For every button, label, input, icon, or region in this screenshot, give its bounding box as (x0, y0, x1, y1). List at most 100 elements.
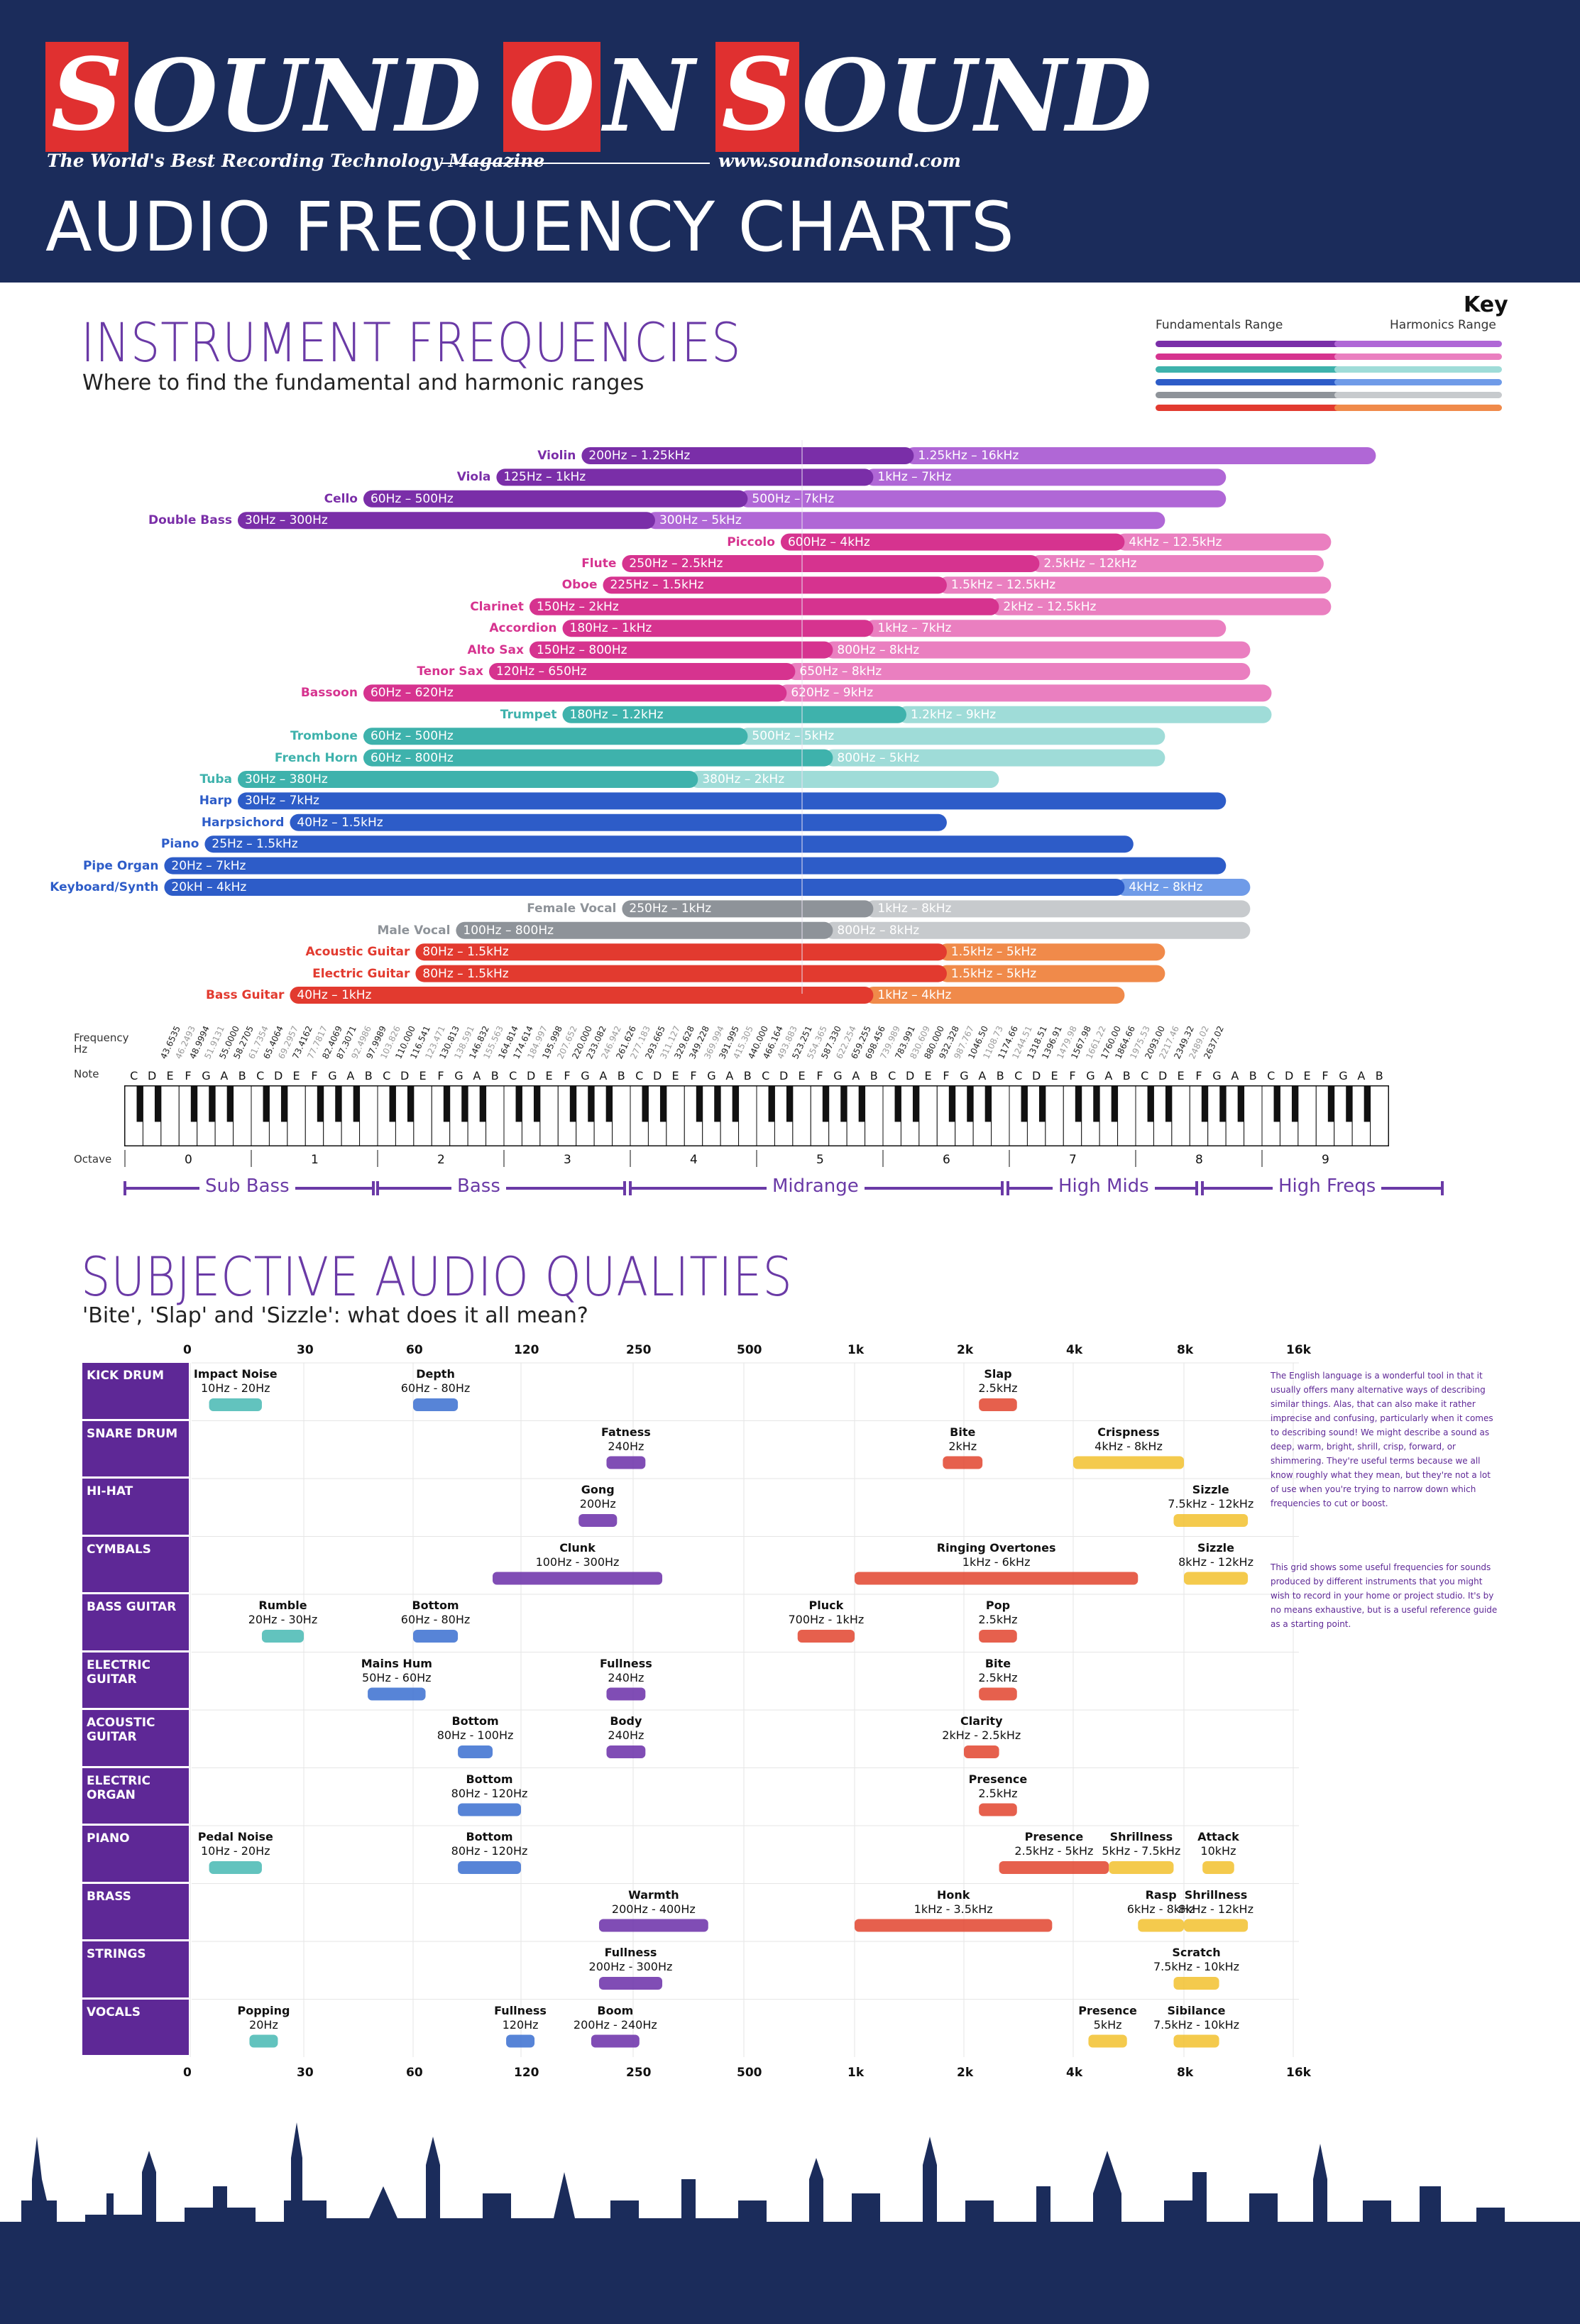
octave-axis-label: Octave (74, 1153, 112, 1166)
harmonics-range-text: 300Hz – 5kHz (659, 513, 742, 528)
quality-name: Bottom (466, 1772, 513, 1786)
fundamentals-range-text: 40Hz – 1.5kHz (297, 815, 383, 830)
quality-band-clarity (964, 1745, 999, 1758)
row-label-text: SNARE DRUM (87, 1426, 178, 1441)
logo-letter-o: O (503, 41, 601, 152)
note-label: C (1141, 1069, 1149, 1082)
note-label: F (943, 1069, 950, 1082)
range-label: Bass (451, 1175, 506, 1197)
row-label-text: ELECTRIC GUITAR (87, 1657, 151, 1687)
harmonics-bar-bassoon (778, 684, 1272, 702)
harmonics-range-text: 800Hz – 8kHz (837, 923, 920, 938)
fundamentals-bar-bassoon (363, 684, 787, 702)
row-label-text: CYMBALS (87, 1542, 151, 1557)
quality-band-sizzle (1184, 1572, 1249, 1585)
range-label: Midrange (767, 1175, 865, 1197)
quality-range: 8kHz - 12kHz (1178, 1902, 1253, 1916)
quality-name: Bottom (466, 1830, 513, 1843)
note-label: G (707, 1069, 716, 1082)
key-harm-bar-vocal (1334, 392, 1502, 398)
harmonics-bar-male-vocal (824, 921, 1251, 939)
bottom-axis-tick: 120 (514, 2066, 539, 2080)
note-label: D (526, 1069, 536, 1082)
harmonics-range-text: 1kHz – 4kHz (877, 988, 952, 1002)
quality-range: 10Hz - 20Hz (200, 1844, 270, 1858)
quality-range: 10Hz - 20Hz (200, 1381, 270, 1395)
quality-label: Body 240Hz (555, 1714, 697, 1743)
subjective-section-title: SUBJECTIVE AUDIO QUALITIES (81, 1245, 793, 1308)
harmonics-bar-accordion (865, 620, 1227, 637)
harmonics-bar-double-bass (646, 512, 1165, 530)
note-label: A (852, 1069, 860, 1082)
harmonics-bar-violin (905, 447, 1376, 464)
note-label: E (419, 1069, 427, 1082)
quality-label: Bottom 80Hz - 120Hz (419, 1772, 561, 1801)
bottom-axis-tick: 16k (1286, 2066, 1311, 2080)
quality-name: Scratch (1172, 1946, 1221, 1959)
harmonics-bar-cello (739, 490, 1227, 508)
top-axis-tick: 2k (957, 1343, 974, 1357)
fundamentals-bar-electric-guitar (415, 965, 947, 982)
quality-label: Mains Hum 50Hz - 60Hz (326, 1657, 468, 1685)
fundamentals-bar-piano (204, 835, 1134, 853)
harmonics-bar-clarinet (990, 598, 1332, 615)
white-key (738, 1085, 757, 1146)
quality-label: Bite 2.5kHz (927, 1657, 1069, 1685)
quality-name: Impact Noise (193, 1367, 278, 1381)
quality-range: 240Hz (608, 1728, 644, 1742)
quality-band-fullness (606, 1687, 646, 1701)
top-axis-tick: 8k (1177, 1343, 1194, 1357)
quality-name: Fullness (494, 2003, 547, 2017)
quality-band-scratch (1173, 1977, 1219, 1990)
octave-number: 4 (690, 1153, 698, 1167)
quality-range: 6kHz - 8kHz (1126, 1902, 1195, 1916)
quality-label: Shrillness 8kHz - 12kHz (1145, 1888, 1287, 1917)
website-link[interactable]: www.soundonsound.com (718, 150, 961, 171)
quality-band-boom (591, 2034, 640, 2048)
subjective-section-subtitle: 'Bite', 'Slap' and 'Sizzle': what does i… (82, 1303, 588, 1328)
octave-number: 6 (943, 1153, 950, 1167)
row-label-text: BRASS (87, 1889, 131, 1904)
quality-label: Bottom 80Hz - 100Hz (405, 1714, 547, 1743)
logo-word-ound: OUND (131, 38, 482, 155)
bottom-axis-tick: 4k (1066, 2066, 1083, 2080)
grid-row-label: HI-HAT (82, 1479, 189, 1535)
instrument-label: Trumpet (500, 707, 557, 722)
harmonics-range-text: 2kHz – 12.5kHz (1003, 599, 1097, 614)
harmonics-bar-oboe (938, 576, 1332, 594)
bottom-axis-tick: 500 (737, 2066, 762, 2080)
note-label: E (1303, 1069, 1311, 1082)
harmonics-range-text: 2.5kHz – 12kHz (1043, 557, 1137, 571)
grid-row-label: PIANO (82, 1826, 189, 1882)
top-axis-tick: 250 (626, 1343, 652, 1357)
fundamentals-range-text: 20Hz – 7kHz (171, 858, 246, 873)
note-label: D (1158, 1069, 1168, 1082)
quality-name: Honk (936, 1887, 970, 1902)
fundamentals-range-text: 40Hz – 1kHz (297, 988, 372, 1002)
fundamentals-bar-pipe-organ (164, 857, 1227, 875)
fundamentals-range-text: 180Hz – 1.2kHz (569, 707, 664, 722)
quality-name: Body (610, 1714, 642, 1728)
note-label: C (130, 1069, 138, 1082)
grid-row-label: CYMBALS (82, 1536, 189, 1592)
top-axis-tick: 4k (1066, 1343, 1083, 1357)
note-label: A (1357, 1069, 1366, 1082)
note-label: G (202, 1069, 211, 1082)
note-label: G (960, 1069, 969, 1082)
note-label: G (833, 1069, 843, 1082)
quality-name: Presence (1024, 1830, 1084, 1843)
harmonics-range-text: 1kHz – 8kHz (877, 901, 952, 916)
harmonics-range-text: 1.5kHz – 12.5kHz (950, 578, 1056, 593)
grid-row-label: STRINGS (82, 1941, 189, 1997)
note-label: B (1249, 1069, 1257, 1082)
note-label: E (1050, 1069, 1058, 1082)
note-label: C (762, 1069, 770, 1082)
fundamentals-bar-accordion (562, 620, 874, 637)
quality-label: Bite 2kHz (892, 1425, 1033, 1454)
quality-label: Fatness 240Hz (555, 1425, 697, 1454)
top-axis-tick: 16k (1286, 1343, 1311, 1357)
fundamentals-range-text: 225Hz – 1.5kHz (610, 578, 704, 593)
note-label: D (1284, 1069, 1294, 1082)
quality-range: 120Hz (502, 2017, 539, 2032)
